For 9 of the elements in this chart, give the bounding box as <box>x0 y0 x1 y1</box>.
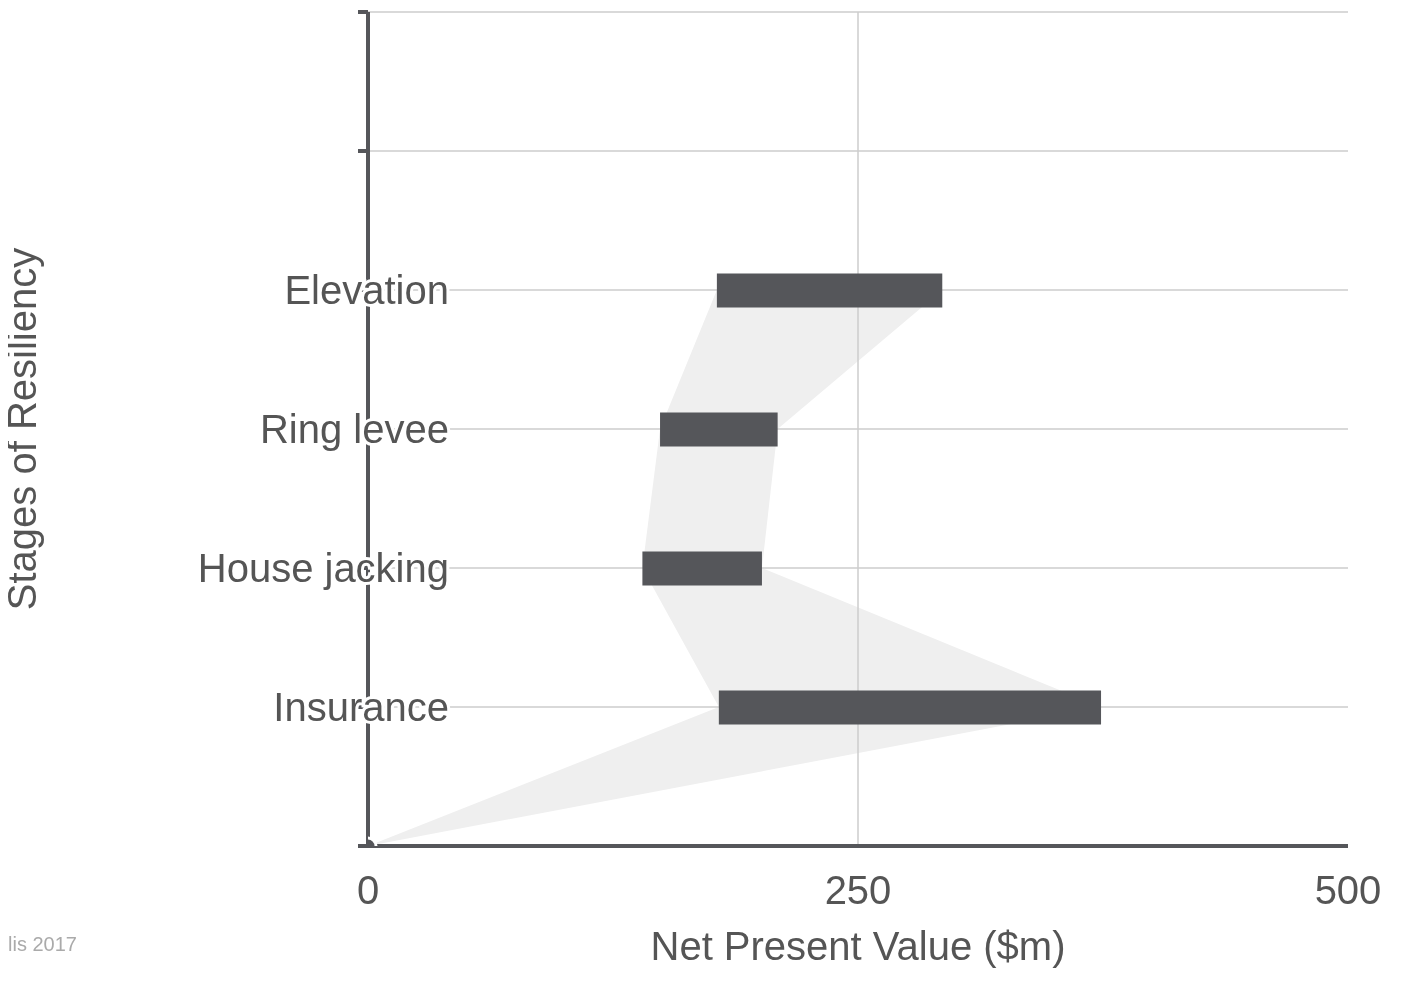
bar <box>718 690 1102 725</box>
bar <box>642 551 762 586</box>
x-tick-label: 0 <box>356 868 380 913</box>
x-tick-label: 500 <box>1314 868 1382 913</box>
bar <box>716 273 943 308</box>
x-tick-label: 250 <box>824 868 892 913</box>
text: lis 2017 <box>8 933 77 956</box>
bar <box>660 412 778 447</box>
x-axis-title: Net Present Value ($m) <box>650 924 1066 968</box>
